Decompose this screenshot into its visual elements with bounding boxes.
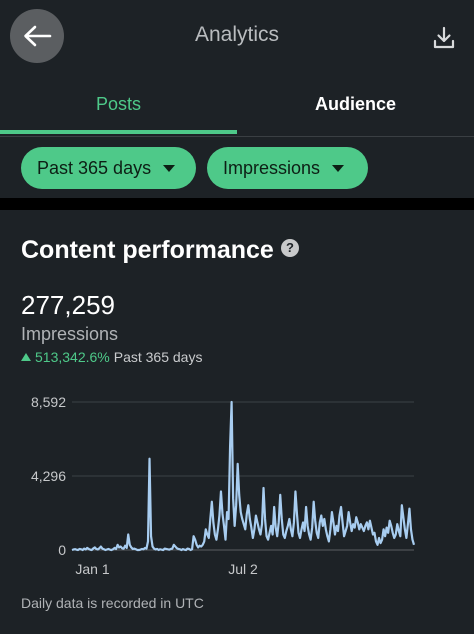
metric-dropdown-label: Impressions xyxy=(223,157,321,178)
date-range-dropdown[interactable]: Past 365 days xyxy=(21,147,196,189)
footnote: Daily data is recorded in UTC xyxy=(21,595,204,611)
series-line xyxy=(71,400,416,552)
y-tick-label: 8,592 xyxy=(31,394,66,410)
impressions-line-chart: 8,592 4,296 0 Jan 1 Jul 2 xyxy=(31,394,416,577)
change-row: 513,342.6% Past 365 days xyxy=(21,349,202,365)
caret-down-icon xyxy=(163,164,176,172)
section-divider xyxy=(0,198,474,210)
app-header-area: Analytics Posts Audience Past 365 days I… xyxy=(0,0,474,198)
y-tick-label: 4,296 xyxy=(31,468,66,484)
impressions-total: 277,259 xyxy=(21,290,115,320)
tab-audience[interactable]: Audience xyxy=(314,94,397,114)
back-button[interactable] xyxy=(10,9,64,63)
metric-dropdown[interactable]: Impressions xyxy=(207,147,368,189)
arrow-left-icon xyxy=(24,25,52,47)
page-title: Analytics xyxy=(194,23,280,46)
trend-up-icon xyxy=(21,353,31,361)
active-tab-indicator xyxy=(0,130,237,134)
x-tick-label: Jan 1 xyxy=(75,561,109,577)
content-performance-card: Content performance ? 277,259 Impression… xyxy=(0,210,474,634)
download-icon xyxy=(433,26,455,49)
change-period: Past 365 days xyxy=(113,349,203,365)
question-circle-icon[interactable]: ? xyxy=(281,239,299,257)
tab-bar: Posts Audience xyxy=(0,74,474,137)
card-title: Content performance xyxy=(21,236,274,264)
caret-down-icon xyxy=(332,164,345,172)
download-button[interactable] xyxy=(430,24,458,52)
tab-posts[interactable]: Posts xyxy=(95,94,142,114)
y-tick-label: 0 xyxy=(58,542,66,558)
x-tick-label: Jul 2 xyxy=(228,561,258,577)
date-range-label: Past 365 days xyxy=(37,157,152,178)
metric-label: Impressions xyxy=(21,324,119,344)
change-value: 513,342.6% xyxy=(35,349,110,365)
